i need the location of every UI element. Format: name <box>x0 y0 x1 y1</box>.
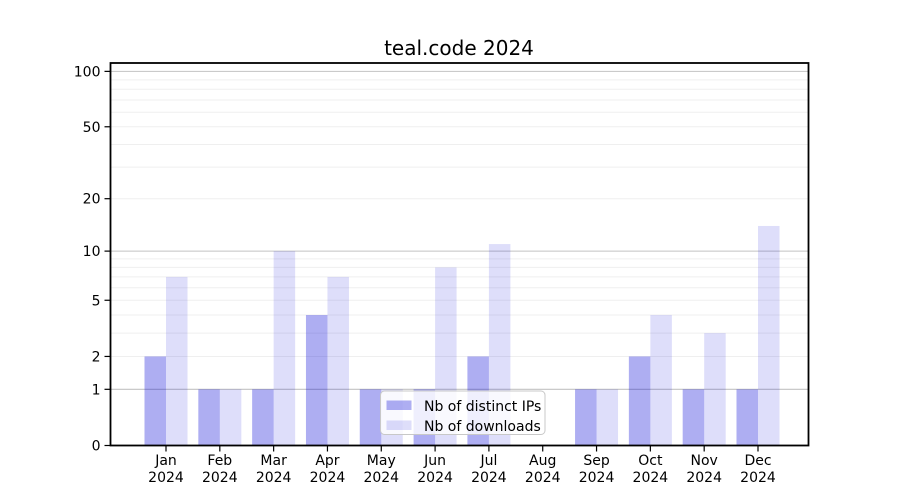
x-tick-label-year: 2024 <box>363 470 399 486</box>
x-tick-label-month: Sep <box>583 453 610 469</box>
x-tick-label-month: Mar <box>260 453 287 469</box>
x-tick-label-month: Jan <box>154 453 177 469</box>
x-tick-label-year: 2024 <box>686 470 722 486</box>
x-tick-label-year: 2024 <box>202 470 238 486</box>
y-tick-label: 2 <box>92 349 101 365</box>
bar-oct-downloads <box>650 315 672 446</box>
legend-swatch-downloads <box>386 420 412 430</box>
legend-label: Nb of distinct IPs <box>424 399 541 415</box>
y-tick-label: 10 <box>83 244 101 260</box>
bar-sep-ips <box>575 389 597 446</box>
bar-feb-ips <box>198 389 220 446</box>
y-tick-label: 0 <box>92 439 101 455</box>
bar-jan-downloads <box>166 276 188 446</box>
x-tick-label-month: Oct <box>638 453 663 469</box>
chart-title: teal.code 2024 <box>384 36 534 60</box>
bar-oct-ips <box>628 356 651 446</box>
x-tick-label-month: Jun <box>423 453 446 469</box>
x-tick-label-month: Aug <box>529 453 556 469</box>
x-tick-label-year: 2024 <box>256 470 292 486</box>
y-tick-label: 100 <box>74 64 101 80</box>
y-tick-label: 20 <box>83 192 101 208</box>
bar-dec-ips <box>736 389 758 446</box>
x-tick-label-month: Apr <box>315 453 339 469</box>
legend-box <box>380 390 546 435</box>
bar-nov-downloads <box>704 333 726 446</box>
plot-border <box>109 62 810 447</box>
bar-feb-downloads <box>219 389 242 446</box>
bar-dec-downloads <box>758 225 780 446</box>
x-tick-label-year: 2024 <box>633 470 669 486</box>
x-tick-label-year: 2024 <box>525 470 561 486</box>
legend-label: Nb of downloads <box>424 419 541 435</box>
x-tick-label-month: Nov <box>691 453 718 469</box>
x-tick-label-month: Feb <box>207 453 232 469</box>
legend-swatch-ips <box>386 400 412 410</box>
x-tick-label-year: 2024 <box>310 470 346 486</box>
y-tick-label: 50 <box>83 120 101 136</box>
x-tick-label-month: Jul <box>479 453 497 469</box>
y-tick-label: 1 <box>92 382 101 398</box>
x-tick-label-year: 2024 <box>417 470 453 486</box>
bar-apr-ips <box>305 315 328 446</box>
bar-mar-downloads <box>273 251 296 446</box>
bar-nov-ips <box>682 389 705 446</box>
x-tick-label-month: Dec <box>744 453 771 469</box>
bar-apr-downloads <box>327 276 349 446</box>
y-tick-label: 5 <box>92 293 101 309</box>
x-tick-label-year: 2024 <box>471 470 507 486</box>
bar-jan-ips <box>144 356 166 446</box>
bar-sep-downloads <box>596 389 619 446</box>
x-tick-label-year: 2024 <box>148 470 184 486</box>
x-tick-label-year: 2024 <box>740 470 776 486</box>
x-tick-label-month: May <box>367 453 396 469</box>
x-tick-label-year: 2024 <box>579 470 615 486</box>
bar-may-ips <box>359 389 382 446</box>
bar-mar-ips <box>252 389 274 446</box>
